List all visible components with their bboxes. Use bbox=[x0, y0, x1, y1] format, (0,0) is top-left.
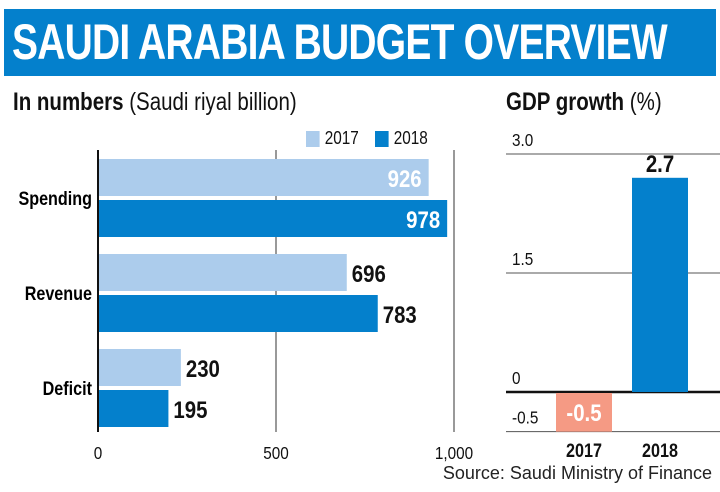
gdp-bar-2017 bbox=[556, 393, 612, 432]
gdp-bar-2018 bbox=[632, 177, 688, 392]
x-tick-label: 0 bbox=[94, 443, 103, 463]
data-label-revenue-2018: 783 bbox=[383, 301, 417, 328]
y-tick-label: -0.5 bbox=[512, 408, 538, 428]
gdp-chart-title-bold: GDP growth bbox=[506, 88, 625, 116]
budget-chart-title-bold: In numbers bbox=[13, 88, 124, 116]
y-tick-label: 3.0 bbox=[512, 130, 533, 150]
legend-swatch-2018 bbox=[375, 130, 389, 147]
gdp-chart-title: GDP growth (%) bbox=[506, 88, 662, 117]
bar-revenue-2017 bbox=[99, 254, 347, 291]
data-label-spending-2018: 978 bbox=[406, 206, 440, 233]
x-tick-label: 1,000 bbox=[435, 443, 473, 463]
gdp-category-label-2017: 2017 bbox=[566, 440, 602, 462]
source-note: Source: Saudi Ministry of Finance bbox=[442, 463, 712, 483]
bar-deficit-2017 bbox=[99, 349, 181, 386]
data-label-deficit-2018: 195 bbox=[173, 396, 207, 423]
title-banner: SAUDI ARABIA BUDGET OVERVIEW bbox=[4, 9, 716, 76]
gdp-category-label-2018: 2018 bbox=[642, 440, 678, 462]
category-label-deficit: Deficit bbox=[43, 378, 92, 400]
legend-item-2017: 2017 bbox=[306, 128, 359, 149]
bar-spending-2017 bbox=[99, 159, 429, 196]
category-label-revenue: Revenue bbox=[25, 283, 92, 305]
data-label-spending-2017: 926 bbox=[388, 165, 422, 192]
gdp-data-label-2018: 2.7 bbox=[646, 150, 674, 177]
gdp-chart-title-unit: (%) bbox=[624, 88, 662, 116]
bar-spending-2018 bbox=[99, 200, 448, 237]
category-label-spending: Spending bbox=[18, 188, 92, 210]
gdp-data-label-2017: -0.5 bbox=[566, 399, 601, 426]
bar-revenue-2018 bbox=[99, 295, 378, 332]
data-label-deficit-2017: 230 bbox=[186, 355, 220, 382]
legend-label-2017: 2017 bbox=[324, 128, 359, 148]
legend-item-2018: 2018 bbox=[375, 128, 428, 149]
y-tick-label: 1.5 bbox=[512, 249, 533, 269]
bar-deficit-2018 bbox=[99, 390, 169, 427]
legend-swatch-2017 bbox=[306, 130, 320, 147]
y-tick-label: 0 bbox=[512, 368, 521, 388]
budget-chart-title-unit: (Saudi riyal billion) bbox=[123, 88, 297, 116]
data-label-revenue-2017: 696 bbox=[352, 260, 386, 287]
x-tick-label: 500 bbox=[263, 443, 289, 463]
legend-label-2018: 2018 bbox=[393, 128, 428, 148]
page-title: SAUDI ARABIA BUDGET OVERVIEW bbox=[12, 14, 668, 70]
budget-chart-title: In numbers (Saudi riyal billion) bbox=[13, 88, 297, 117]
